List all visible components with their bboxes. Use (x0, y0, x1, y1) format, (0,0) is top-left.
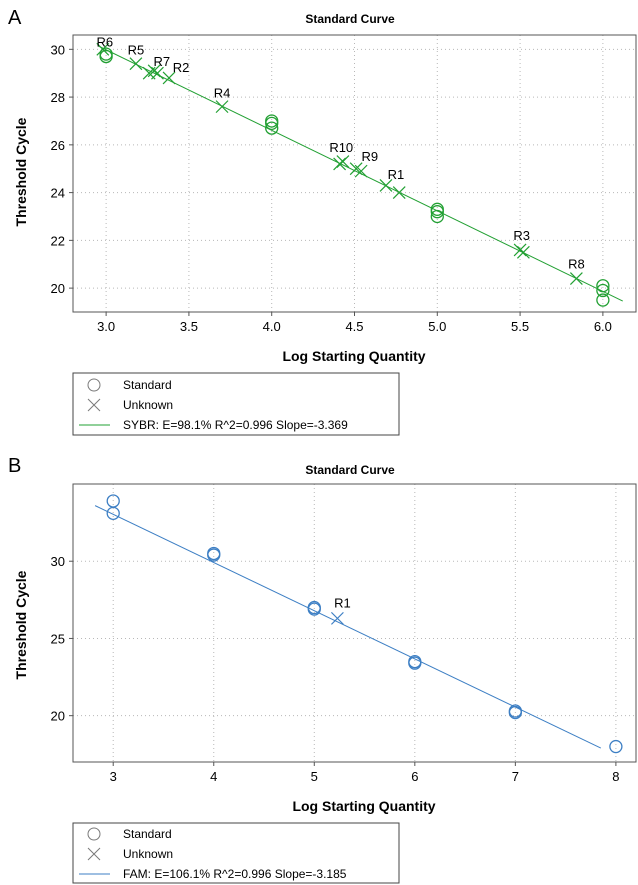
chart-b-unknown-point (330, 611, 344, 625)
chart-a-point-label: R2 (173, 60, 190, 75)
chart-a-point-label: R8 (568, 257, 585, 272)
chart-a-ytick-label: 28 (51, 90, 65, 105)
chart-a-point-label: R7 (153, 54, 170, 69)
chart-a-unknown-point (96, 42, 110, 56)
chart-b-plot-frame (72, 483, 637, 763)
legend-a-unknown-marker-icon (87, 398, 101, 412)
legend-a-standard-marker-icon (87, 378, 101, 392)
chart-a-legend: Standard Unknown SYBR: E=98.1% R^2=0.996… (72, 372, 400, 436)
chart-b-xtick-label: 8 (612, 769, 619, 784)
chart-a-unknown-point (392, 186, 406, 200)
chart-b-xtick-label: 7 (512, 769, 519, 784)
chart-a-standard-point (265, 121, 279, 135)
legend-a-standard-label: Standard (123, 378, 172, 392)
chart-b-standard-point (207, 548, 221, 562)
chart-a-standard-point (265, 114, 279, 128)
legend-b-unknown-marker-icon (87, 847, 101, 861)
chart-a-standard-point (596, 279, 610, 293)
chart-a-unknown-point (215, 100, 229, 114)
chart-a-title: Standard Curve (305, 12, 395, 26)
chart-a-unknown-point (151, 66, 164, 80)
chart-a-xtick-label: 6.0 (594, 319, 612, 334)
chart-a-standard-point (596, 293, 610, 307)
chart-b-ytick-label: 30 (51, 554, 65, 569)
chart-a-point-label: R10 (329, 140, 353, 155)
chart-b-title: Standard Curve (305, 463, 395, 477)
chart-a-ytick-label: 22 (51, 233, 65, 248)
chart-b-xtick-label: 5 (311, 769, 318, 784)
chart-b-standard-point (106, 506, 120, 520)
chart-a-standard-point (99, 47, 113, 61)
chart-a-unknown-point (162, 71, 176, 85)
chart-a-unknown-point (513, 243, 527, 257)
chart-a-unknown-point (569, 272, 583, 285)
chart-b-xtick-label: 6 (411, 769, 418, 784)
legend-b-unknown-label: Unknown (123, 847, 173, 861)
chart-a-unknown-point (336, 155, 350, 168)
chart-a-xtick-label: 3.0 (97, 319, 115, 334)
chart-a-point-label: R6 (96, 34, 113, 49)
chart-a-unknown-point (333, 157, 347, 171)
chart-b-fit-line (94, 505, 602, 749)
chart-a-xtick-label: 5.5 (511, 319, 529, 334)
chart-b-legend-frame (72, 822, 400, 884)
chart-b-xtick-label: 4 (210, 769, 217, 784)
chart-a-xtick-label: 4.0 (263, 319, 281, 334)
legend-b-standard-label: Standard (123, 827, 172, 841)
chart-a-xtick-label: 3.5 (180, 319, 198, 334)
chart-a-xlabel: Log Starting Quantity (282, 348, 425, 364)
legend-a-fit-label: SYBR: E=98.1% R^2=0.996 Slope=-3.369 (123, 418, 348, 432)
chart-a-plot-frame (72, 34, 637, 313)
chart-a-ytick-label: 24 (51, 186, 65, 201)
chart-b-point-label: R1 (334, 595, 351, 610)
chart-b-ytick-label: 25 (51, 631, 65, 646)
chart-b-standard-point (307, 600, 321, 615)
chart-b-standard-point (609, 739, 623, 754)
chart-a-point-label: R1 (388, 167, 405, 182)
chart-a-standard-point (430, 209, 444, 224)
chart-b-xtick-label: 3 (110, 769, 117, 784)
chart-a-ylabel: Threshold Cycle (13, 117, 29, 226)
chart-a-legend-frame (72, 372, 400, 436)
chart-a-xtick-label: 5.0 (428, 319, 446, 334)
legend-b-fit-label: FAM: E=106.1% R^2=0.996 Slope=-3.185 (123, 867, 347, 881)
chart-a-point-label: R3 (513, 228, 530, 243)
chart-a-unknown-point (354, 164, 368, 178)
legend-a-unknown-label: Unknown (123, 398, 173, 412)
chart-b-standard-point (408, 656, 422, 670)
chart-b-xlabel: Log Starting Quantity (292, 798, 435, 814)
panel-letter-a: A (8, 7, 22, 29)
chart-a-xtick-label: 4.5 (345, 319, 363, 334)
chart-a-unknown-point (349, 162, 363, 176)
chart-a-ytick-label: 26 (51, 138, 65, 153)
chart-a-point-label: R5 (128, 43, 145, 58)
chart-b-ylabel: Threshold Cycle (13, 570, 29, 679)
chart-a-unknown-point (129, 57, 143, 71)
chart-a-ytick-label: 30 (51, 42, 65, 57)
chart-a-standard-point (596, 283, 610, 298)
chart-a-unknown-point (516, 245, 530, 259)
chart-b-ytick-label: 20 (51, 709, 65, 724)
chart-a-ytick-label: 20 (51, 281, 65, 296)
chart-a-unknown-point (147, 64, 161, 78)
panel-letter-b: B (8, 455, 21, 477)
chart-a-point-label: R9 (361, 149, 378, 164)
chart-a-unknown-point (379, 179, 393, 192)
chart-b-legend: Standard Unknown FAM: E=106.1% R^2=0.996… (72, 822, 400, 884)
chart-a-standard-point (430, 202, 444, 216)
chart-b-plot: 3 4 5 6 7 8 20 25 30 R1 (51, 483, 637, 784)
chart-b-standard-point (508, 705, 523, 720)
legend-b-standard-marker-icon (87, 827, 101, 841)
chart-a-point-label: R4 (214, 86, 231, 101)
